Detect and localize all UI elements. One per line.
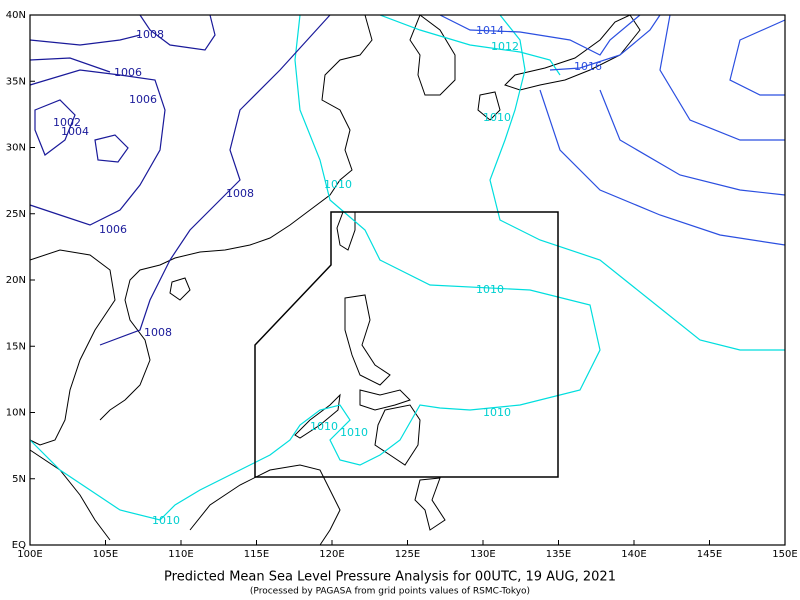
lat-label: 20N (6, 275, 26, 286)
isobar-label: 1008 (226, 187, 254, 200)
lon-label: 125E (395, 549, 420, 560)
lat-label: 25N (6, 209, 26, 220)
lon-label: 115E (244, 549, 269, 560)
par-boundary (254, 211, 559, 478)
sulawesi (414, 477, 446, 531)
china-coast (99, 14, 373, 421)
isobar-label: 1006 (99, 223, 127, 236)
isobar-1010 (29, 14, 601, 521)
isobar-east-1 (539, 89, 786, 246)
lon-label: 120E (319, 549, 344, 560)
lat-label: 5N (12, 474, 26, 485)
map-subtitle: (Processed by PAGASA from grid points va… (250, 587, 530, 597)
malay-peninsula (29, 449, 111, 541)
indochina (29, 249, 116, 446)
lon-label: 130E (470, 549, 495, 560)
axes: 100E 105E 110E 115E 120E 125E 130E 135E 140E 145E… (6, 10, 798, 560)
isobar-east-2 (599, 89, 786, 196)
isobar-label: 1004 (61, 125, 89, 138)
isobar-labels: 1008 1006 1006 1002 1004 1008 1006 1008 … (53, 24, 602, 527)
isobar-label: 1010 (324, 178, 352, 191)
map-title: Predicted Mean Sea Level Pressure Analys… (164, 570, 616, 585)
isobar-label: 1016 (574, 60, 602, 73)
isobar-label: 1008 (136, 28, 164, 41)
lon-label: 100E (17, 549, 42, 560)
isobar-1012 (379, 14, 561, 76)
lon-label: 105E (93, 549, 118, 560)
isobar-label: 1006 (114, 66, 142, 79)
isobar-1004 (34, 99, 129, 163)
isobar-label: 1010 (483, 406, 511, 419)
isobar-east-4 (729, 19, 786, 96)
isobar-1008 (29, 14, 331, 346)
korea (409, 14, 456, 96)
lat-label: 15N (6, 341, 26, 352)
isobar-label: 1010 (152, 514, 180, 527)
isobar-label: 1010 (483, 111, 511, 124)
hainan (169, 277, 191, 301)
mindanao (374, 404, 421, 466)
isobar-label: 1008 (144, 326, 172, 339)
isobar-1010-east (489, 14, 785, 351)
isobar-label: 1010 (310, 420, 338, 433)
palawan (294, 393, 341, 439)
isobar-label: 1012 (491, 40, 519, 53)
kyushu (477, 91, 501, 121)
lat-label: 30N (6, 143, 26, 154)
isobar-1014 (439, 14, 641, 56)
lat-label: 10N (6, 408, 26, 419)
lat-label: 40N (6, 10, 26, 21)
lon-label: 140E (621, 549, 646, 560)
lat-label: EQ (12, 540, 26, 551)
visayas (359, 389, 411, 411)
luzon (344, 294, 391, 386)
isobar-1016 (549, 14, 661, 71)
lon-label: 145E (697, 549, 722, 560)
isobar-1006 (29, 57, 166, 226)
isobar-label: 1014 (476, 24, 504, 37)
lat-label: 35N (6, 76, 26, 87)
isobar-label: 1010 (476, 283, 504, 296)
japan (504, 14, 641, 91)
lon-label: 135E (546, 549, 571, 560)
isobars (29, 14, 786, 521)
isobar-east-3 (659, 14, 785, 141)
borneo (189, 464, 341, 546)
isobar-label: 1010 (340, 426, 368, 439)
lon-label: 150E (772, 549, 797, 560)
isobar-label: 1002 (53, 116, 81, 129)
isobar-label: 1006 (129, 93, 157, 106)
lon-label: 110E (168, 549, 193, 560)
